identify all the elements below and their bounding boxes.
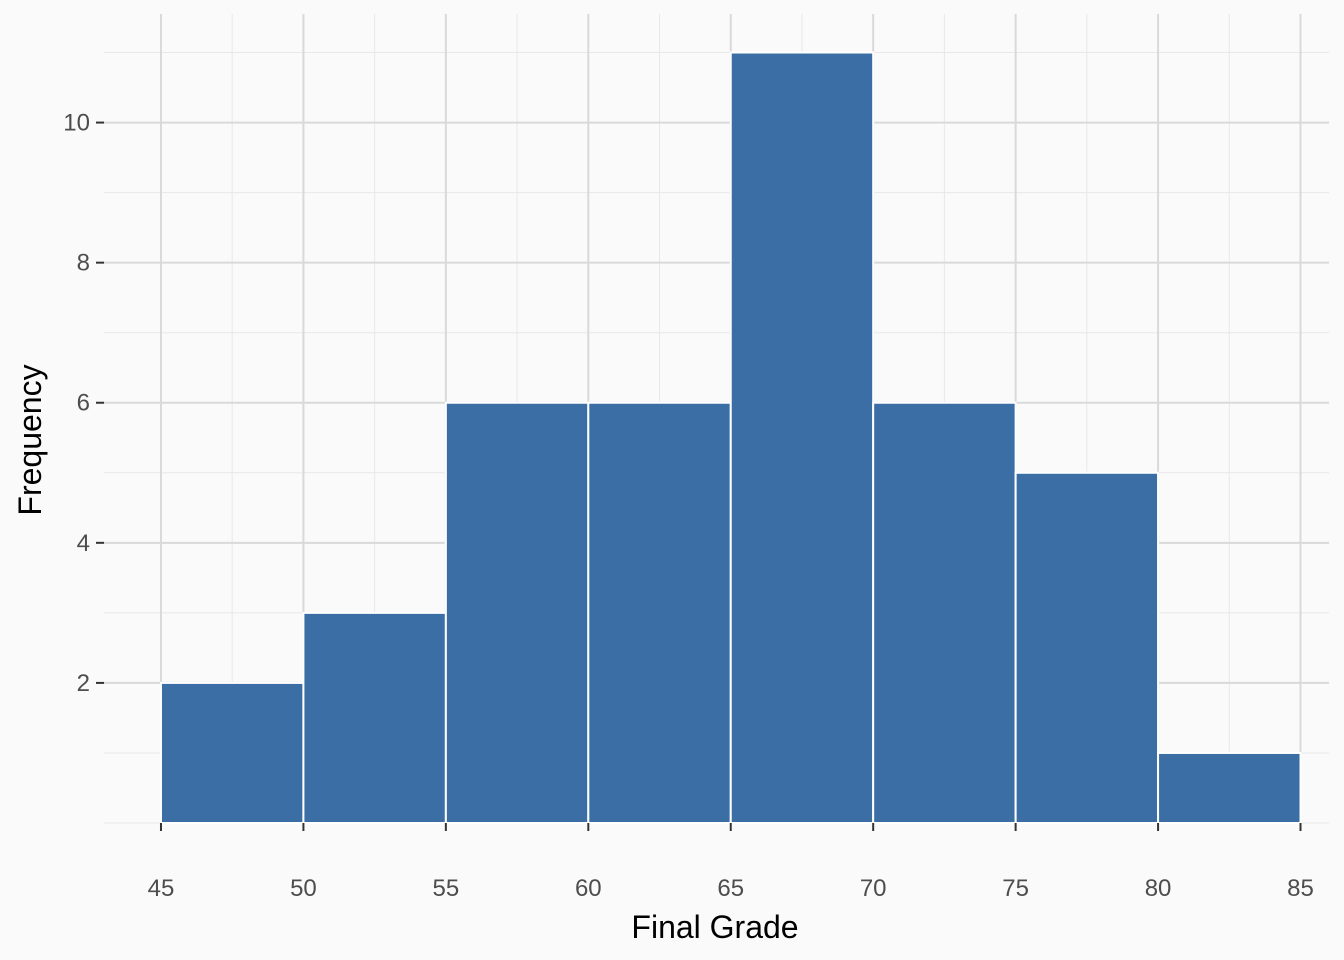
y-tick-label: 10 bbox=[63, 110, 90, 137]
histogram-bar bbox=[1157, 751, 1302, 825]
x-tick-label: 70 bbox=[860, 875, 887, 902]
x-tick-label: 45 bbox=[148, 875, 175, 902]
x-tick-label: 80 bbox=[1145, 875, 1172, 902]
histogram-bar bbox=[729, 51, 875, 825]
y-tick-label: 8 bbox=[77, 250, 90, 277]
y-tick-label: 4 bbox=[77, 530, 90, 557]
histogram-bar bbox=[1014, 471, 1160, 824]
x-tick-label: 75 bbox=[1002, 875, 1029, 902]
x-tick-label: 60 bbox=[575, 875, 602, 902]
histogram-bar bbox=[159, 681, 305, 824]
x-axis-title: Final Grade bbox=[631, 909, 798, 945]
x-tick-label: 55 bbox=[433, 875, 460, 902]
histogram-bar bbox=[302, 611, 447, 824]
y-axis-title: Frequency bbox=[12, 364, 48, 515]
bars-layer bbox=[159, 51, 1302, 825]
y-tick-label: 2 bbox=[77, 670, 90, 697]
histogram-bar bbox=[444, 401, 590, 824]
axis-layer: 45 50 55 60 65 70 75 80 85 2 4 6 8 10 bbox=[63, 110, 1314, 902]
y-tick-label: 6 bbox=[77, 390, 90, 417]
histogram-bar bbox=[872, 401, 1017, 824]
x-tick-label: 65 bbox=[717, 875, 744, 902]
x-tick-label: 85 bbox=[1287, 875, 1314, 902]
histogram-bar bbox=[587, 401, 732, 824]
x-tick-label: 50 bbox=[290, 875, 317, 902]
